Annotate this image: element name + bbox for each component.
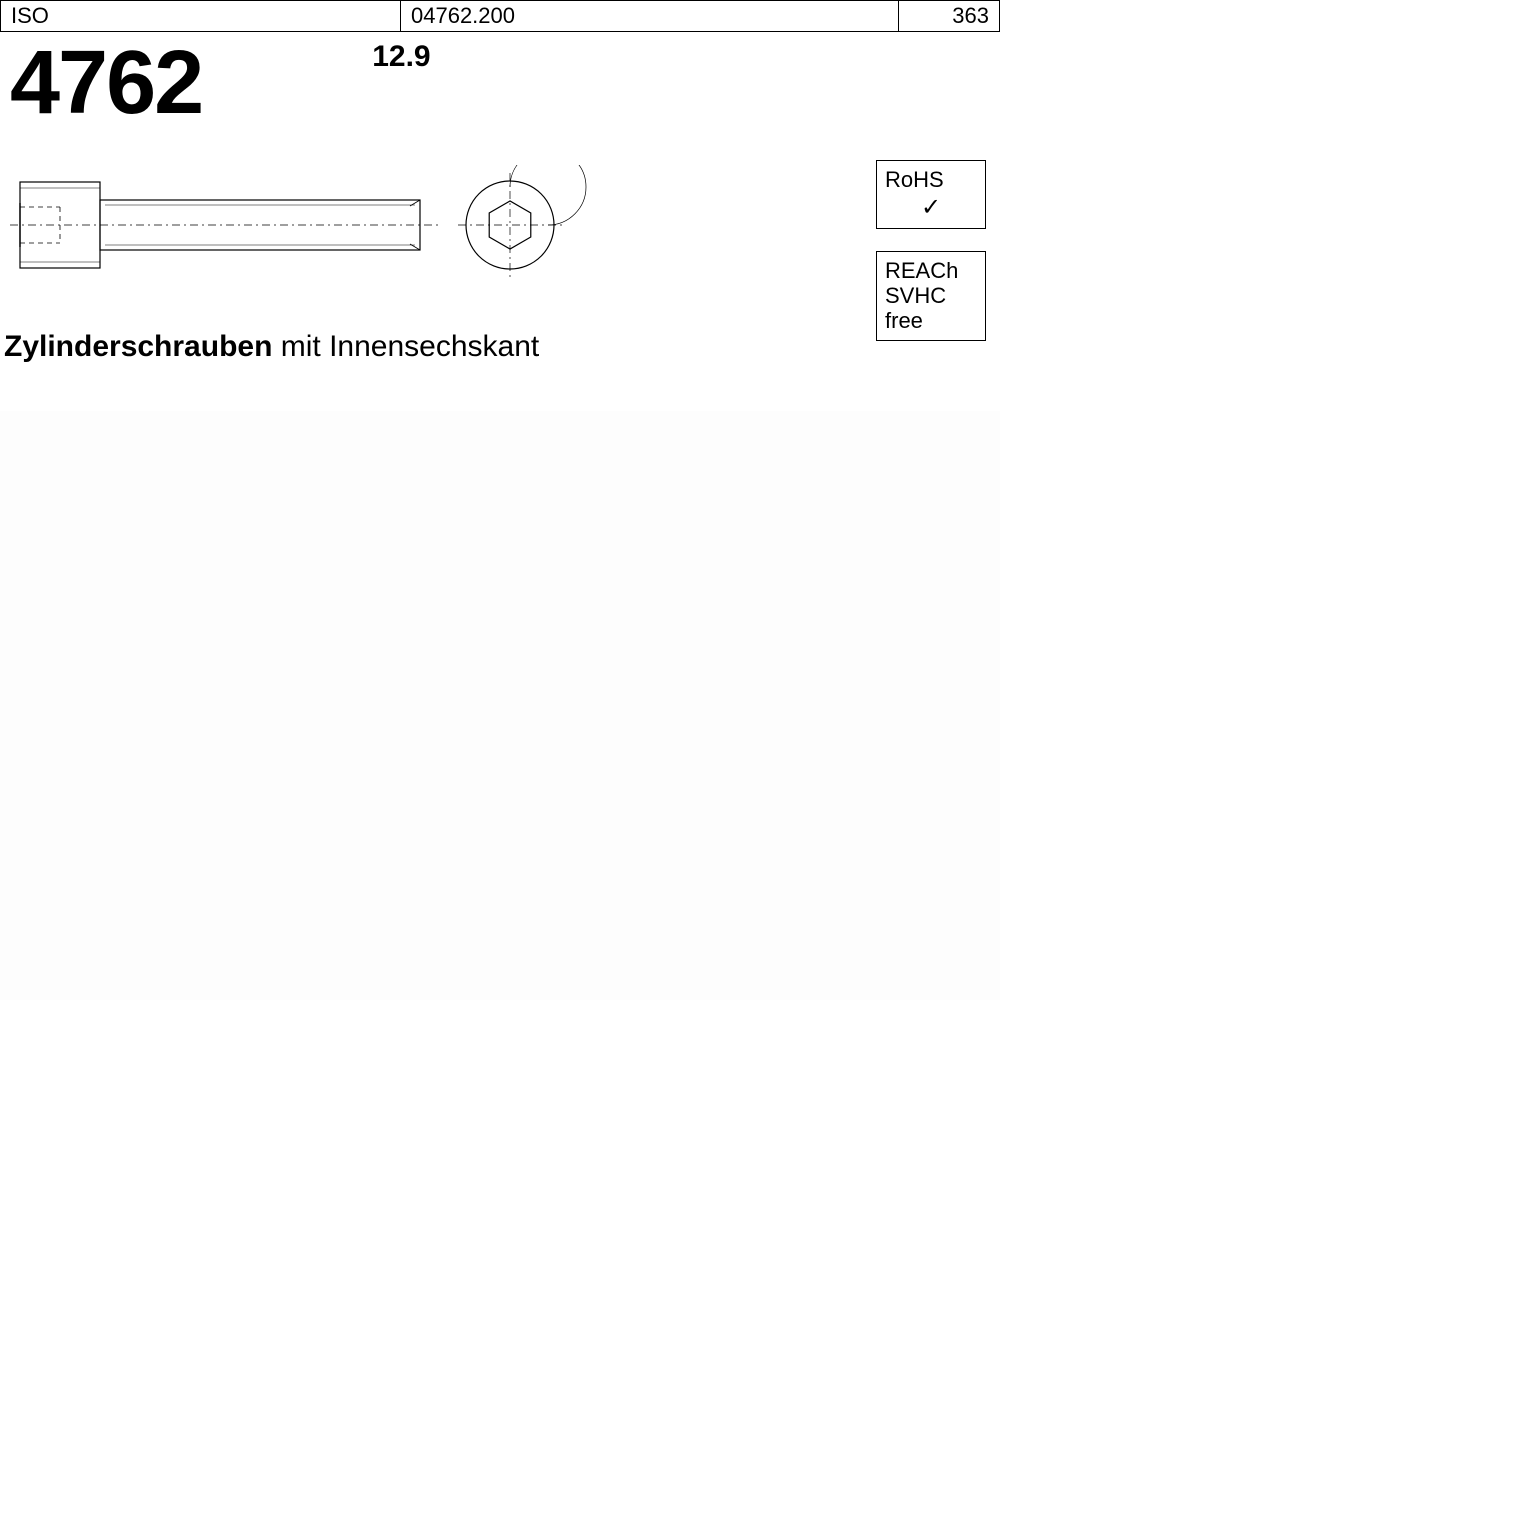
standard-number: 4762 [10,38,202,128]
blurred-region [0,411,1000,1000]
technical-drawing [10,165,610,285]
letterbox-bottom [0,1000,1536,1536]
strength-grade: 12.9 [372,40,430,74]
reach-line2: SVHC [885,283,946,308]
description-rest: mit Innensechskant [272,330,539,363]
header-code: 04762.200 [401,1,899,31]
rohs-badge: RoHS ✓ [876,160,986,229]
reach-line1: REACh [885,258,958,283]
compliance-badges: RoHS ✓ REACh SVHC free [876,160,986,363]
check-icon: ✓ [885,194,977,222]
reach-line3: free [885,308,923,333]
header-row: ISO 04762.200 363 [0,0,1000,32]
title-row: 4762 12.9 [0,32,1000,128]
description-bold: Zylinderschrauben [4,330,272,363]
product-description: Zylinderschrauben mit Innensechskant [4,330,539,364]
rohs-label: RoHS [885,167,944,192]
header-standard: ISO [1,1,401,31]
header-page: 363 [899,1,999,31]
reach-badge: REACh SVHC free [876,251,986,341]
datasheet-panel: ISO 04762.200 363 4762 12.9 RoHS ✓ REACh… [0,0,1000,411]
